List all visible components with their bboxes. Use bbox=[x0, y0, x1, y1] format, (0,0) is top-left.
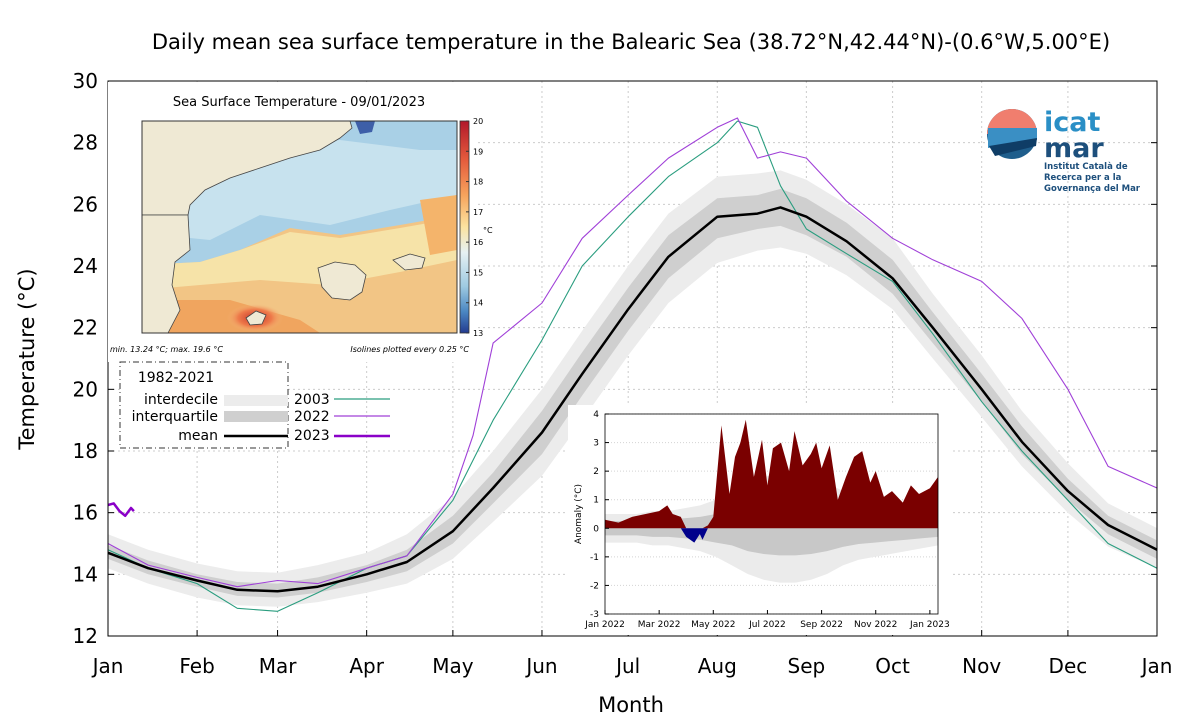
anomaly-x-tick-label: Nov 2022 bbox=[854, 620, 897, 630]
interquartile-band bbox=[108, 188, 1157, 598]
x-axis-label: Month bbox=[598, 693, 664, 717]
logo-line2: mar bbox=[1044, 133, 1104, 164]
y-tick-label: 12 bbox=[73, 624, 98, 648]
logo-subtitle-2: Recerca per a la bbox=[1044, 173, 1122, 183]
y-tick-label: 28 bbox=[73, 131, 98, 155]
x-tick-label: Oct bbox=[875, 654, 910, 678]
colorbar-tick-label: 19 bbox=[473, 147, 483, 156]
map-footnote-right: Isolines plotted every 0.25 °C bbox=[350, 345, 469, 354]
y-tick-label: 24 bbox=[73, 254, 98, 278]
x-tick-label: Mar bbox=[259, 654, 298, 678]
x-tick-label: Apr bbox=[349, 654, 384, 678]
legend-label-interdecile: interdecile bbox=[144, 392, 218, 408]
anomaly-x-tick-label: Mar 2022 bbox=[638, 620, 681, 630]
colorbar-ticks: 20 19 18 17 16 15 14 13 bbox=[466, 117, 483, 338]
legend-group-title: 1982-2021 bbox=[138, 370, 214, 386]
anomaly-y-axis-label: Anomaly (°C) bbox=[574, 484, 584, 544]
map-image bbox=[141, 120, 458, 334]
logo-line1: icat bbox=[1044, 107, 1100, 138]
legend-swatch-interdecile bbox=[224, 395, 288, 406]
legend-label-2003: 2003 bbox=[294, 392, 330, 408]
mean-line bbox=[107, 206, 1158, 593]
anomaly-y-tick-label: 1 bbox=[593, 496, 599, 506]
colorbar-tick-label: 17 bbox=[473, 208, 483, 217]
legend-swatch-interquartile bbox=[224, 411, 288, 422]
y-tick-label: 20 bbox=[73, 377, 98, 401]
sst-map-inset: Sea Surface Temperature - 09/01/2023 20 1… bbox=[108, 82, 493, 362]
x-tick-label: Jan bbox=[91, 654, 124, 678]
anomaly-positive-area bbox=[605, 419, 938, 529]
colorbar bbox=[459, 120, 470, 334]
y-tick-label: 16 bbox=[73, 501, 98, 525]
anomaly-x-tick-label: Sep 2022 bbox=[800, 620, 843, 630]
icatmar-logo: icat mar Institut Català de Recerca per … bbox=[987, 107, 1141, 194]
y-axis-label: Temperature (°C) bbox=[15, 268, 39, 450]
legend-label-interquartile: interquartile bbox=[132, 409, 218, 425]
anomaly-x-tick-label: Jan 2023 bbox=[909, 620, 950, 630]
y-tick-label: 26 bbox=[73, 192, 98, 216]
map-title: Sea Surface Temperature - 09/01/2023 bbox=[173, 95, 425, 110]
x-tick-label: Aug bbox=[698, 654, 737, 678]
series-line-2003 bbox=[107, 120, 1158, 612]
legend: 1982-2021 interdecile interquartile mean… bbox=[119, 361, 390, 449]
y-tick-label: 14 bbox=[73, 562, 98, 586]
plot-area bbox=[107, 80, 1158, 637]
anomaly-frame bbox=[604, 413, 939, 615]
colorbar-tick-label: 16 bbox=[473, 238, 483, 247]
anomaly-x-tick-label: Jan 2022 bbox=[584, 620, 625, 630]
anomaly-y-tick-label: 4 bbox=[593, 410, 599, 420]
x-tick-label: May bbox=[432, 654, 474, 678]
colorbar-tick-label: 15 bbox=[473, 268, 483, 277]
logo-subtitle-3: Governança del Mar bbox=[1044, 184, 1141, 194]
chart-title: Daily mean sea surface temperature in th… bbox=[152, 30, 1110, 54]
series-line-2023 bbox=[107, 502, 135, 518]
anomaly-negative-area bbox=[605, 528, 938, 543]
map-footnote-left: min. 13.24 °C; max. 19.6 °C bbox=[110, 345, 223, 354]
anomaly-y-tick-label: 2 bbox=[593, 467, 599, 477]
anomaly-y-tick-label: -1 bbox=[590, 553, 599, 563]
legend-label-mean: mean bbox=[178, 428, 218, 444]
y-tick-label: 22 bbox=[73, 316, 98, 340]
y-tick-label: 18 bbox=[73, 439, 98, 463]
legend-label-2022: 2022 bbox=[294, 409, 330, 425]
legend-label-2023: 2023 bbox=[294, 428, 330, 444]
anomaly-y-tick-label: -3 bbox=[590, 610, 599, 620]
series-line-2022 bbox=[107, 117, 1158, 588]
colorbar-tick-label: 18 bbox=[473, 178, 483, 187]
anomaly-y-tick-label: -2 bbox=[590, 581, 599, 591]
x-tick-label: Dec bbox=[1049, 654, 1088, 678]
x-tick-label: Jul bbox=[614, 654, 640, 678]
x-tick-label: Jan bbox=[1140, 654, 1173, 678]
x-tick-label: Jun bbox=[524, 654, 557, 678]
logo-subtitle-1: Institut Català de bbox=[1044, 162, 1128, 172]
x-tick-label: Nov bbox=[962, 654, 1001, 678]
anomaly-y-tick-label: 0 bbox=[593, 524, 599, 534]
anomaly-inset: -3 -2 -1 0 1 2 3 4 Jan 2022 Mar 2022 May 2022 Jul 2… bbox=[568, 405, 952, 635]
anomaly-y-tick-label: 3 bbox=[593, 439, 599, 449]
anomaly-x-tick-label: May 2022 bbox=[691, 620, 735, 630]
colorbar-unit: °C bbox=[483, 226, 493, 235]
colorbar-tick-label: 13 bbox=[473, 329, 483, 338]
x-tick-label: Feb bbox=[179, 654, 214, 678]
y-tick-label: 30 bbox=[73, 69, 98, 93]
anomaly-x-tick-label: Jul 2022 bbox=[748, 620, 786, 630]
colorbar-tick-label: 14 bbox=[473, 299, 483, 308]
colorbar-tick-label: 20 bbox=[473, 117, 483, 126]
x-tick-label: Sep bbox=[788, 654, 826, 678]
